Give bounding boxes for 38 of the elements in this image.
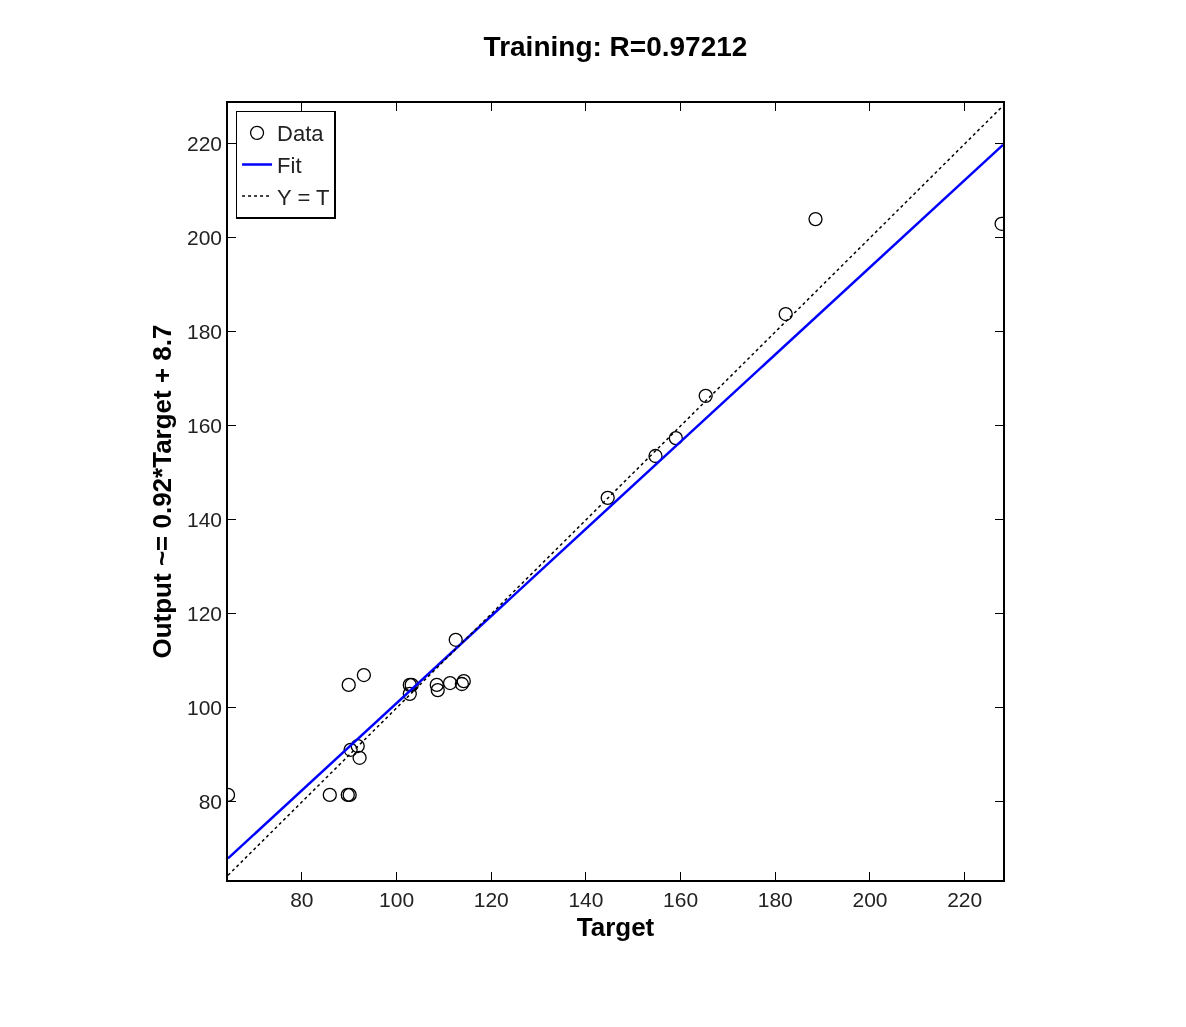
x-tick-label: 220 [947, 887, 983, 911]
point [352, 750, 367, 765]
y-tick-label: 180 [187, 320, 223, 344]
x-tick-label: 80 [290, 887, 314, 911]
point [808, 211, 823, 227]
y-tick-label: 220 [187, 132, 223, 156]
legend-label: Y = T [277, 184, 330, 210]
point [350, 738, 365, 754]
legend-label: Fit [277, 153, 302, 179]
x-tick-label: 100 [379, 887, 415, 911]
point [778, 306, 793, 322]
x-tick-label: 180 [757, 887, 793, 911]
y-tick-label: 200 [187, 226, 223, 250]
chart-title: Training: R=0.97212 [483, 31, 748, 63]
x-axis-title: Target [576, 912, 655, 943]
y-tick-label: 120 [187, 602, 223, 626]
y-tick-label: 160 [187, 414, 223, 438]
y-tick-label: 100 [187, 696, 223, 720]
point [430, 682, 445, 698]
point [322, 787, 337, 803]
x-tick-label: 200 [852, 887, 888, 911]
point [356, 667, 372, 683]
y-tick-label: 140 [187, 508, 223, 532]
point [402, 686, 417, 701]
y-axis-title: Output ~= 0.92*Target + 8.7 [146, 324, 177, 659]
point [698, 388, 713, 403]
y-tick-label: 80 [198, 790, 223, 814]
point [343, 742, 358, 757]
x-tick-label: 140 [568, 887, 604, 911]
point [442, 675, 458, 691]
point [448, 632, 463, 647]
x-tick-label: 160 [663, 887, 699, 911]
point [341, 677, 356, 693]
x-tick-label: 120 [473, 887, 509, 911]
point [648, 448, 663, 464]
legend-label: Data [277, 121, 325, 147]
point [429, 677, 444, 693]
point [600, 490, 615, 505]
